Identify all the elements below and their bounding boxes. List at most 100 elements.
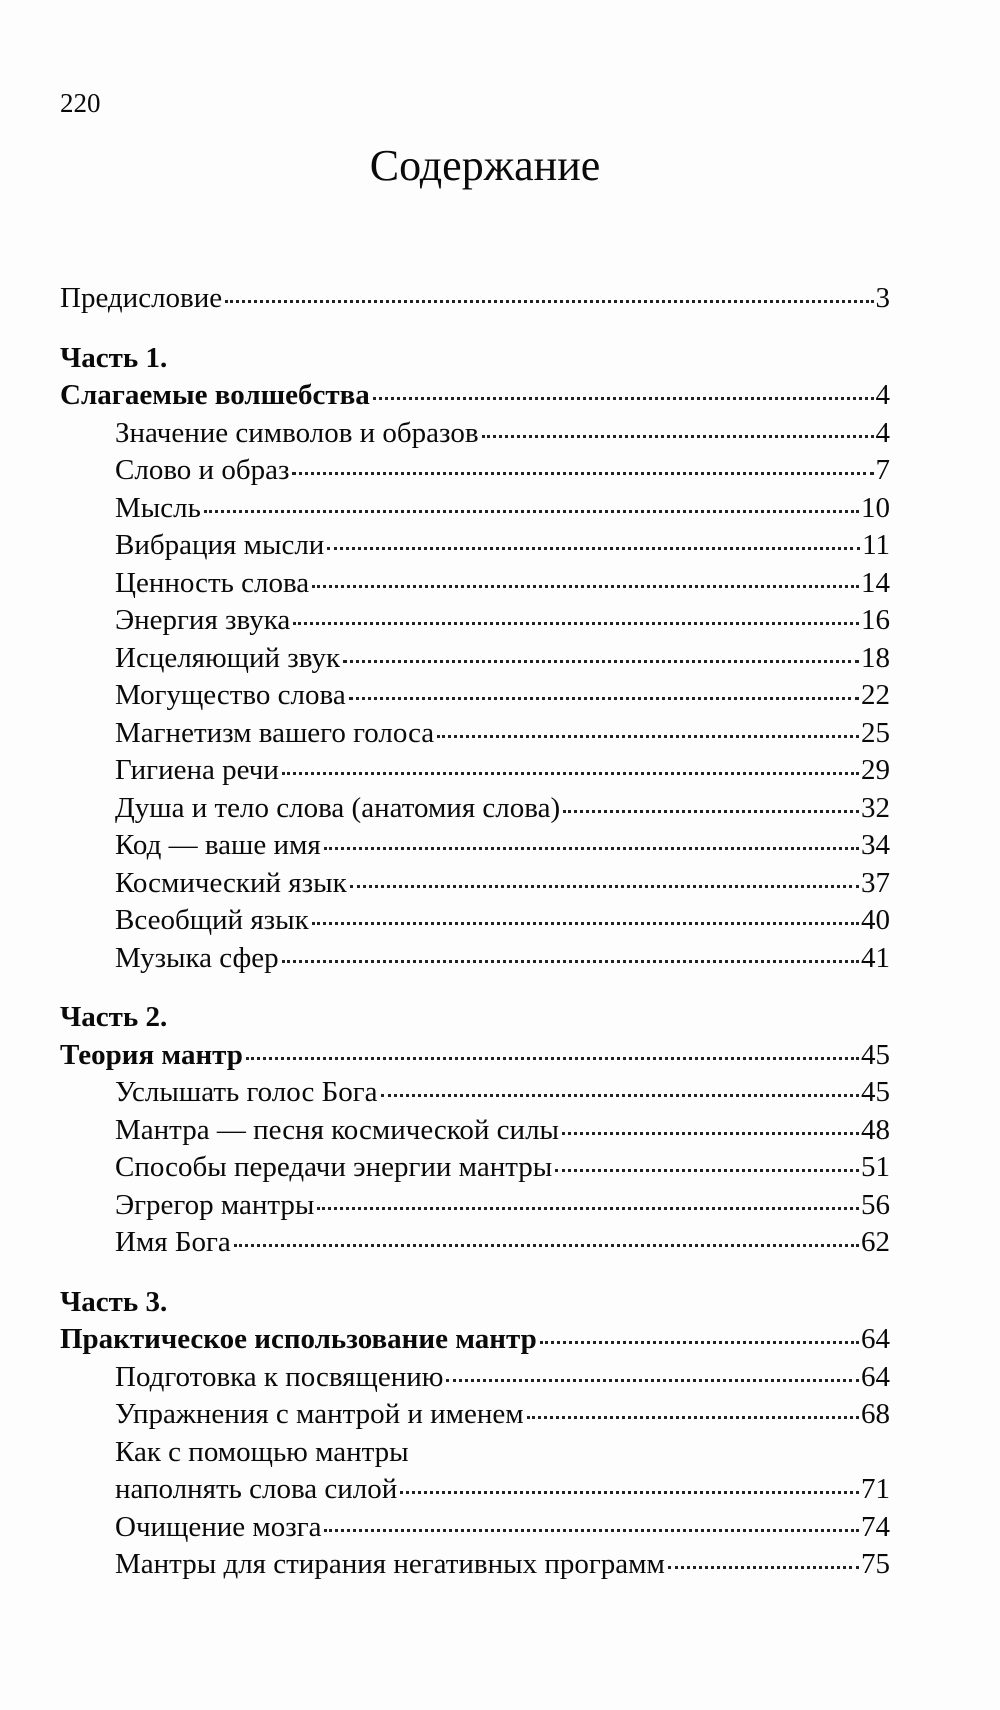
toc-entry-label: Очищение мозга xyxy=(115,1510,322,1543)
toc-entry-label: Мантры для стирания негативных программ xyxy=(115,1548,665,1580)
toc-entry[interactable]: Имя Бога 62 xyxy=(60,1224,890,1262)
toc-entry-line1[interactable]: Как с помощью мантры xyxy=(60,1434,890,1472)
toc-entry-label: Исцеляющий звук xyxy=(115,641,341,674)
toc-entry-label: Эгрегор мантры xyxy=(115,1188,315,1221)
dot-leader xyxy=(380,1094,859,1097)
dot-leader xyxy=(327,547,861,550)
toc-entry-page: 75 xyxy=(861,1548,890,1580)
toc-entry[interactable]: Эгрегор мантры 56 xyxy=(60,1187,890,1225)
toc-entry-page: 34 xyxy=(861,829,890,861)
toc-entry-label: Предисловие xyxy=(60,282,223,314)
toc-entry-page: 37 xyxy=(861,866,890,899)
toc-entry[interactable]: Вибрация мысли 11 xyxy=(60,527,890,565)
dot-leader xyxy=(446,1378,859,1382)
toc-entry-label: Упражнения с мантрой и именем xyxy=(115,1398,524,1430)
dot-leader xyxy=(349,884,859,888)
dot-leader xyxy=(563,809,859,813)
dot-leader xyxy=(526,1416,859,1419)
toc-entry[interactable]: Способы передачи энергии мантры 51 xyxy=(60,1149,890,1187)
toc-entry-label: Вибрация мысли xyxy=(115,529,325,561)
dot-leader xyxy=(233,1244,859,1247)
dot-leader xyxy=(281,959,859,963)
toc-entry-label: Всеобщий язык xyxy=(115,904,309,936)
dot-leader xyxy=(323,847,859,850)
dot-leader xyxy=(281,772,859,775)
toc-entry[interactable]: Очищение мозга 74 xyxy=(60,1509,890,1547)
dot-leader xyxy=(562,1131,859,1135)
dot-leader xyxy=(324,1528,859,1532)
toc-entry-page: 68 xyxy=(861,1398,890,1430)
toc-entry-line2[interactable]: наполнять слова силой 71 xyxy=(60,1471,890,1509)
toc-entry-label: Космический язык xyxy=(115,866,347,899)
dot-leader xyxy=(293,622,859,625)
toc-entry-page: 64 xyxy=(861,1323,890,1355)
toc-entry[interactable]: Значение символов и образов 4 xyxy=(60,415,890,453)
toc-entry-label: Значение символов и образов xyxy=(115,416,479,449)
toc-entry[interactable]: Мантра — песня космической силы 48 xyxy=(60,1112,890,1150)
dot-leader xyxy=(348,697,859,700)
toc-entry-page: 62 xyxy=(861,1226,890,1258)
toc-entry[interactable]: Упражнения с мантрой и именем 68 xyxy=(60,1396,890,1434)
toc-entry-page: 64 xyxy=(861,1360,890,1393)
toc-entry-page: 18 xyxy=(861,641,890,674)
dot-leader xyxy=(343,659,859,663)
table-of-contents: Предисловие 3 Часть 1. Слагаемые волшебс… xyxy=(60,280,890,1584)
toc-entry-page: 74 xyxy=(861,1510,890,1543)
toc-entry-label: Подготовка к посвящению xyxy=(115,1360,444,1393)
part-heading: Часть 3. xyxy=(60,1285,168,1318)
toc-entry-label: Музыка сфер xyxy=(115,941,279,974)
toc-entry-label: Гигиена речи xyxy=(115,754,279,786)
toc-entry[interactable]: Всеобщий язык 40 xyxy=(60,902,890,940)
toc-entry[interactable]: Подготовка к посвящению 64 xyxy=(60,1359,890,1397)
toc-part-title[interactable]: Теория мантр 45 xyxy=(60,1037,890,1075)
dot-leader xyxy=(437,734,859,738)
toc-entry-page: 45 xyxy=(861,1076,890,1108)
toc-entry-page: 7 xyxy=(875,454,891,486)
toc-entry[interactable]: Магнетизм вашего голоса 25 xyxy=(60,715,890,753)
toc-entry-page: 45 xyxy=(861,1038,890,1071)
dot-leader xyxy=(372,397,874,400)
toc-entry-page: 11 xyxy=(862,529,890,561)
toc-entry[interactable]: Музыка сфер 41 xyxy=(60,940,890,978)
toc-entry-page: 32 xyxy=(861,791,890,824)
toc-entry-label: Мантра — песня космической силы xyxy=(115,1113,560,1146)
toc-part-title[interactable]: Практическое использование мантр 64 xyxy=(60,1321,890,1359)
toc-entry[interactable]: Ценность слова 14 xyxy=(60,565,890,603)
toc-entry-page: 14 xyxy=(861,566,890,599)
part-heading: Часть 2. xyxy=(60,1001,168,1033)
toc-entry-page: 48 xyxy=(861,1113,890,1146)
dot-leader xyxy=(292,472,874,475)
dot-leader xyxy=(312,584,859,588)
dot-leader xyxy=(225,300,874,303)
toc-entry[interactable]: Мысль 10 xyxy=(60,490,890,528)
toc-entry-label: Теория мантр xyxy=(60,1038,243,1071)
toc-entry[interactable]: Исцеляющий звук 18 xyxy=(60,640,890,678)
toc-entry-page: 10 xyxy=(861,491,890,524)
toc-entry[interactable]: Душа и тело слова (анатомия слова) 32 xyxy=(60,790,890,828)
toc-entry[interactable]: Гигиена речи 29 xyxy=(60,752,890,790)
part-heading: Часть 1. xyxy=(60,341,168,374)
toc-entry[interactable]: Мантры для стирания негативных программ 7… xyxy=(60,1546,890,1584)
toc-entry[interactable]: Могущество слова 22 xyxy=(60,677,890,715)
toc-entry-label: Энергия звука xyxy=(115,604,291,636)
toc-entry-label: Слагаемые волшебства xyxy=(60,379,370,411)
toc-entry-label: Способы передачи энергии мантры xyxy=(115,1151,553,1183)
dot-leader xyxy=(203,509,859,513)
toc-entry[interactable]: Космический язык 37 xyxy=(60,865,890,903)
toc-entry-page: 25 xyxy=(861,716,890,749)
toc-entry[interactable]: Слово и образ 7 xyxy=(60,452,890,490)
dot-leader xyxy=(667,1566,859,1569)
dot-leader xyxy=(555,1169,859,1172)
toc-entry-page: 51 xyxy=(861,1151,890,1183)
toc-entry-label: Душа и тело слова (анатомия слова) xyxy=(115,791,561,824)
toc-entry[interactable]: Услышать голос Бога 45 xyxy=(60,1074,890,1112)
dot-leader xyxy=(311,922,859,925)
toc-entry-label: Могущество слова xyxy=(115,679,346,711)
toc-part-title[interactable]: Слагаемые волшебства 4 xyxy=(60,377,890,415)
toc-entry[interactable]: Код — ваше имя 34 xyxy=(60,827,890,865)
toc-entry-page: 56 xyxy=(861,1188,890,1221)
toc-entry[interactable]: Энергия звука 16 xyxy=(60,602,890,640)
toc-entry-label: Практическое использование мантр xyxy=(60,1323,537,1355)
toc-entry-preface[interactable]: Предисловие 3 xyxy=(60,280,890,318)
toc-entry-label: Слово и образ xyxy=(115,454,290,486)
